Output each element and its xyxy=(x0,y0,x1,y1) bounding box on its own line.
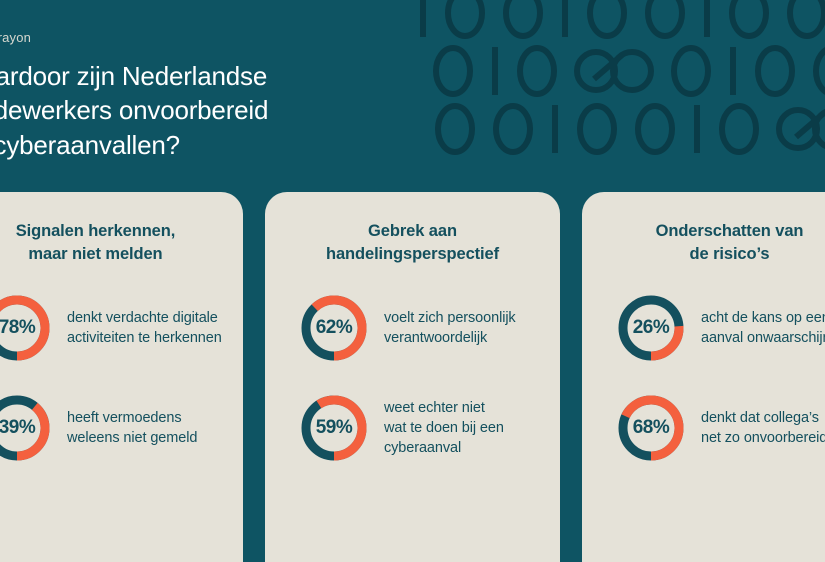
stat-item: 68% denkt dat collega’s net zo onvoorbere… xyxy=(602,393,825,463)
donut-percentage-label: 26% xyxy=(632,316,670,338)
pattern-zero-icon xyxy=(492,102,534,160)
pattern-zero-icon xyxy=(728,0,770,44)
stat-item: 26% acht de kans op een aanval onwaarschi… xyxy=(602,293,825,363)
donut-percentage-label: 62% xyxy=(315,316,353,338)
pattern-zero-icon xyxy=(444,0,486,44)
stat-card: Onderschatten van de risico’s 26% acht de … xyxy=(582,192,825,562)
donut-chart: 62% xyxy=(299,293,369,363)
stat-item: 59% weet echter niet wat te doen bij een … xyxy=(285,393,540,463)
pattern-zero-icon xyxy=(434,102,476,160)
pattern-one-icon xyxy=(490,45,500,102)
pattern-zero-icon xyxy=(502,0,544,44)
stat-cards-container: Signalen herkennen, maar niet melden 78% d… xyxy=(0,192,825,562)
pattern-zero-icon xyxy=(812,45,825,102)
header: Crayon Waardoor zijn Nederlandse medewer… xyxy=(0,0,420,162)
pattern-row xyxy=(418,102,825,160)
pattern-infinity-icon xyxy=(574,45,654,102)
donut-chart: 39% xyxy=(0,393,52,463)
pattern-zero-icon xyxy=(718,102,760,160)
card-title: Onderschatten van de risico’s xyxy=(655,222,804,264)
stat-item: 39% heeft vermoedens weleens niet gemeld xyxy=(0,393,223,463)
stat-description: acht de kans op een aanval onwaarschijnl… xyxy=(701,309,825,346)
donut-chart: 78% xyxy=(0,293,52,363)
page-title: Waardoor zijn Nederlandse medewerkers on… xyxy=(0,61,269,160)
pattern-row xyxy=(432,44,825,102)
donut-percentage-label: 78% xyxy=(0,316,36,338)
pattern-zero-icon xyxy=(786,0,825,44)
card-title: Gebrek aan handelingsperspectief xyxy=(325,222,500,264)
stat-card: Signalen herkennen, maar niet melden 78% d… xyxy=(0,192,243,562)
stat-item: 62% voelt zich persoonlijk verantwoordeli… xyxy=(285,293,540,363)
card-title: Signalen herkennen, maar niet melden xyxy=(15,222,176,264)
stat-description: denkt verdachte digitale activiteiten te… xyxy=(67,309,222,346)
donut-percentage-label: 39% xyxy=(0,416,36,438)
pattern-zero-icon xyxy=(432,44,474,102)
donut-percentage-label: 59% xyxy=(315,416,353,438)
pattern-zero-icon xyxy=(586,0,628,44)
stat-list: 62% voelt zich persoonlijk verantwoordeli… xyxy=(285,293,540,493)
pattern-one-icon xyxy=(702,0,712,44)
stat-description: heeft vermoedens weleens niet gemeld xyxy=(67,409,198,446)
pattern-zero-icon xyxy=(516,44,558,102)
pattern-one-icon xyxy=(692,103,702,160)
pattern-zero-icon xyxy=(644,0,686,44)
stat-description: denkt dat collega’s net zo onvoorbereid … xyxy=(701,409,825,446)
pattern-zero-icon xyxy=(754,44,796,102)
stat-description: voelt zich persoonlijk verantwoordelijk xyxy=(384,309,516,346)
binary-pattern-decoration xyxy=(418,0,825,161)
stat-description: weet echter niet wat te doen bij een cyb… xyxy=(384,399,504,456)
pattern-row xyxy=(418,0,825,44)
stat-item: 78% denkt verdachte digitale activiteiten… xyxy=(0,293,223,363)
pattern-zero-icon xyxy=(634,102,676,160)
pattern-infinity-icon xyxy=(776,103,825,160)
stat-card: Gebrek aan handelingsperspectief 62% voelt… xyxy=(265,192,560,562)
donut-chart: 68% xyxy=(616,393,686,463)
donut-chart: 59% xyxy=(299,393,369,463)
pattern-one-icon xyxy=(560,0,570,44)
stat-list: 26% acht de kans op een aanval onwaarschi… xyxy=(602,293,825,493)
pattern-zero-icon xyxy=(576,102,618,160)
pattern-one-icon xyxy=(728,45,738,102)
stat-list: 78% denkt verdachte digitale activiteiten… xyxy=(0,293,223,493)
brand-name: Crayon xyxy=(0,30,32,45)
pattern-one-icon xyxy=(550,103,560,160)
donut-chart: 26% xyxy=(616,293,686,363)
donut-percentage-label: 68% xyxy=(632,416,670,438)
pattern-zero-icon xyxy=(670,44,712,102)
